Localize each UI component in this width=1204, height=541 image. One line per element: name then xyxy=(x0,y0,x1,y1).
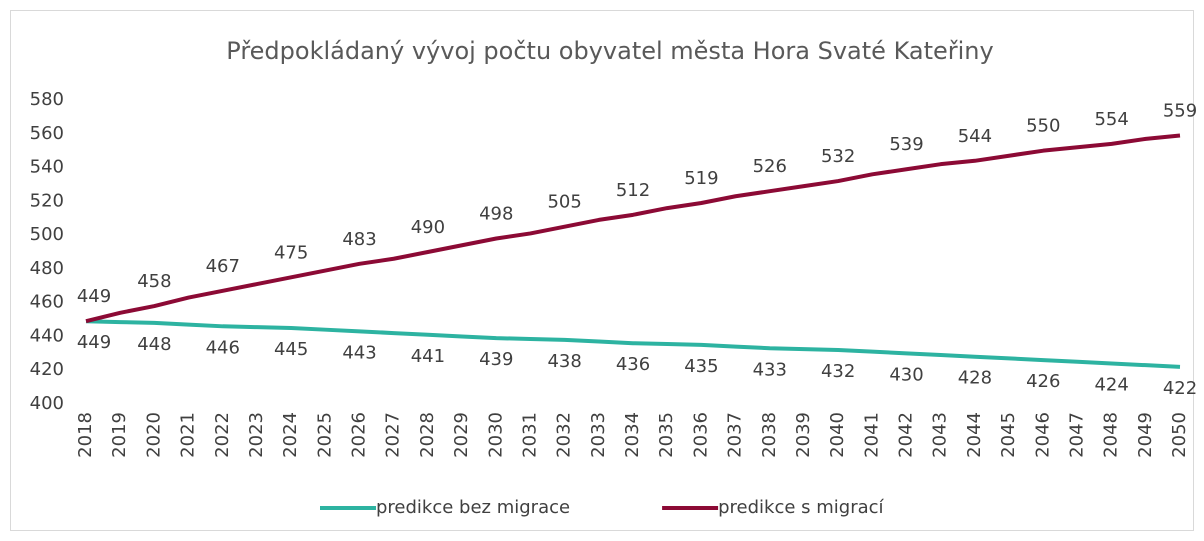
y-tick-label: 520 xyxy=(30,190,64,211)
chart-frame xyxy=(10,10,1194,531)
y-tick-label: 460 xyxy=(30,292,64,313)
data-label: 519 xyxy=(684,168,718,189)
x-tick-label: 2033 xyxy=(588,412,609,458)
x-tick-label: 2022 xyxy=(212,412,233,458)
x-tick-label: 2042 xyxy=(896,412,917,458)
data-label: 426 xyxy=(1026,371,1060,392)
data-label: 449 xyxy=(77,286,111,307)
x-tick-label: 2035 xyxy=(656,412,677,458)
data-label: 422 xyxy=(1163,378,1197,399)
data-label: 554 xyxy=(1094,109,1128,130)
chart-title: Předpokládaný vývoj počtu obyvatel města… xyxy=(226,37,993,65)
y-tick-label: 440 xyxy=(30,325,64,346)
data-label: 483 xyxy=(342,229,376,250)
x-tick-label: 2030 xyxy=(485,412,506,458)
data-label: 512 xyxy=(616,180,650,201)
x-tick-label: 2024 xyxy=(280,412,301,458)
x-tick-label: 2045 xyxy=(998,412,1019,458)
x-tick-label: 2026 xyxy=(349,412,370,458)
x-tick-label: 2037 xyxy=(725,412,746,458)
data-label: 432 xyxy=(821,361,855,382)
data-label: 498 xyxy=(479,203,513,224)
data-label: 433 xyxy=(753,359,787,380)
data-label: 443 xyxy=(342,342,376,363)
x-tick-label: 2041 xyxy=(861,412,882,458)
x-tick-label: 2044 xyxy=(964,412,985,458)
x-tick-label: 2047 xyxy=(1066,412,1087,458)
data-label: 559 xyxy=(1163,100,1197,121)
data-label: 490 xyxy=(411,217,445,238)
legend-label: predikce bez migrace xyxy=(376,497,570,518)
x-tick-label: 2020 xyxy=(143,412,164,458)
y-tick-label: 420 xyxy=(30,359,64,380)
data-label: 430 xyxy=(889,364,923,385)
x-tick-label: 2040 xyxy=(827,412,848,458)
data-label: 550 xyxy=(1026,116,1060,137)
data-label: 526 xyxy=(753,156,787,177)
data-label: 458 xyxy=(137,271,171,292)
x-tick-label: 2048 xyxy=(1101,412,1122,458)
series-line xyxy=(85,133,1181,324)
y-tick-label: 560 xyxy=(30,123,64,144)
x-tick-label: 2023 xyxy=(246,412,267,458)
data-label: 438 xyxy=(547,351,581,372)
data-label: 544 xyxy=(958,126,992,147)
x-tick-label: 2028 xyxy=(417,412,438,458)
data-label: 439 xyxy=(479,349,513,370)
y-tick-label: 540 xyxy=(30,157,64,178)
x-tick-label: 2043 xyxy=(930,412,951,458)
x-tick-label: 2049 xyxy=(1135,412,1156,458)
data-label: 446 xyxy=(206,337,240,358)
y-tick-label: 580 xyxy=(30,89,64,110)
legend-label: predikce s migrací xyxy=(718,497,884,518)
x-tick-label: 2038 xyxy=(759,412,780,458)
x-tick-label: 2039 xyxy=(793,412,814,458)
data-label: 441 xyxy=(411,346,445,367)
x-tick-label: 2021 xyxy=(178,412,199,458)
data-label: 445 xyxy=(274,339,308,360)
y-tick-label: 480 xyxy=(30,258,64,279)
x-tick-label: 2025 xyxy=(314,412,335,458)
x-tick-label: 2031 xyxy=(519,412,540,458)
data-label: 505 xyxy=(547,192,581,213)
data-label: 424 xyxy=(1094,374,1128,395)
data-label: 448 xyxy=(137,334,171,355)
x-tick-label: 2032 xyxy=(554,412,575,458)
x-tick-label: 2029 xyxy=(451,412,472,458)
x-tick-label: 2018 xyxy=(75,412,96,458)
x-tick-label: 2019 xyxy=(109,412,130,458)
x-tick-label: 2046 xyxy=(1032,412,1053,458)
x-tick-label: 2050 xyxy=(1169,412,1190,458)
data-label: 449 xyxy=(77,332,111,353)
series-line xyxy=(85,319,1181,369)
data-label: 436 xyxy=(616,354,650,375)
x-tick-label: 2036 xyxy=(690,412,711,458)
x-tick-label: 2027 xyxy=(383,412,404,458)
data-label: 428 xyxy=(958,368,992,389)
y-tick-label: 400 xyxy=(30,393,64,414)
data-label: 435 xyxy=(684,356,718,377)
data-label: 475 xyxy=(274,242,308,263)
data-label: 467 xyxy=(206,256,240,277)
data-label: 539 xyxy=(889,134,923,155)
y-tick-label: 500 xyxy=(30,224,64,245)
x-tick-label: 2034 xyxy=(622,412,643,458)
data-label: 532 xyxy=(821,146,855,167)
